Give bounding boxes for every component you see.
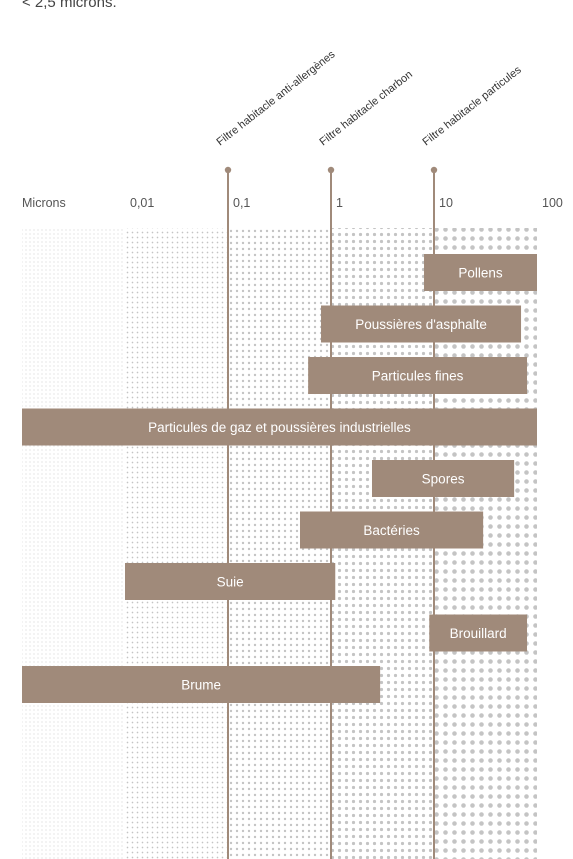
suie-bar [125, 563, 336, 600]
x-tick-label: 1 [336, 196, 343, 210]
bacteries-bar [299, 511, 484, 549]
x-tick-label: 0,1 [233, 196, 250, 210]
x-tick-label: 100 [542, 196, 563, 210]
poussieres-d-asphalte-label: Poussières d'asphalte [355, 317, 487, 332]
particules-fines-bar [308, 357, 528, 394]
x-tick-label: 0,01 [130, 196, 154, 210]
filtre-habitacle-charbon-label: Filtre habitacle charbon [317, 69, 414, 149]
bacteries-label: Bactéries [363, 523, 420, 538]
particules-de-gaz-et-poussieres-industrielles-label: Particules de gaz et poussières industri… [148, 420, 411, 435]
filtre-habitacle-anti-allergenes-label: Filtre habitacle anti-allergènes [214, 48, 337, 148]
filtre-habitacle-particules-label: Filtre habitacle particules [420, 64, 524, 149]
spores-bar [371, 460, 515, 497]
x-axis-label: Microns [22, 196, 66, 210]
particules-de-gaz-et-poussieres-industrielles-bar [22, 408, 537, 446]
particules-fines-label: Particules fines [372, 369, 464, 384]
brouillard-label: Brouillard [450, 626, 507, 641]
filtre-habitacle-charbon-marker [327, 166, 335, 174]
suie-label: Suie [217, 575, 244, 590]
brume-bar [22, 666, 381, 703]
pollens-label: Pollens [458, 266, 503, 281]
brouillard-bar [429, 614, 528, 652]
particle-bars: Pollens Poussières d'asphalte Particules f… [22, 254, 537, 703]
x-tick-label: 10 [439, 196, 453, 210]
pollens-bar [424, 254, 537, 291]
filtre-habitacle-particules-marker [430, 166, 438, 174]
filtre-habitacle-anti-allergenes-marker [224, 166, 232, 174]
brume-label: Brume [181, 678, 221, 693]
intro-text: < 2,5 microns. [22, 0, 117, 11]
poussieres-d-asphalte-bar [321, 305, 522, 343]
x-axis: Microns 0,01 0,1 1 10 100 [22, 196, 563, 210]
size-band-1 [22, 228, 125, 859]
spores-label: Spores [422, 472, 465, 487]
size-band-2 [125, 228, 228, 859]
